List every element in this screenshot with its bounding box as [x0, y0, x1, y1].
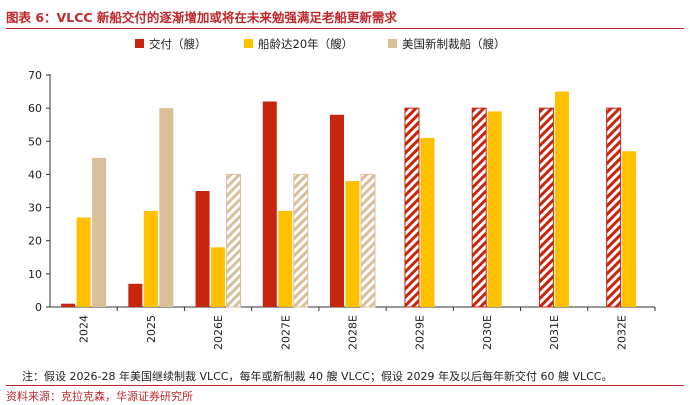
x-tick-label: 2029E [414, 315, 427, 350]
bar-0-2027E [262, 101, 277, 307]
y-tick-label: 20 [28, 235, 42, 248]
x-tick-label: 2028E [347, 315, 360, 350]
x-tick-label: 2032E [615, 315, 628, 350]
footer-divider [6, 385, 684, 386]
bar-1-2032E [622, 151, 637, 307]
y-tick-label: 10 [28, 268, 42, 281]
x-axis-labels: 2024 2025 2026E 2027E 2028E 2029E 2030E 2031E 20… [78, 315, 629, 350]
bar-1-2027E [278, 210, 293, 307]
bar-0-2028E [330, 114, 344, 308]
bar-1-2029E [420, 137, 435, 307]
x-tick-label: 2031E [548, 315, 561, 350]
bar-1-2031E [554, 91, 569, 307]
y-tick-label: 60 [28, 102, 42, 115]
x-tick-label: 2030E [481, 315, 494, 350]
y-tick-label: 50 [28, 135, 42, 148]
bar-2-2024 [92, 157, 107, 307]
bar-1-2024 [76, 217, 91, 307]
x-tick-label: 2024 [78, 315, 91, 343]
chart-title: 图表 6：VLCC 新船交付的逐渐增加或将在未来勉强满足老船更新需求 [6, 10, 397, 25]
bar-1-2030E [487, 111, 502, 307]
bar-1-2028E [345, 181, 360, 307]
y-tick-label: 40 [28, 168, 42, 181]
bar-2-2028E [360, 173, 376, 308]
data-source: 资料来源：克拉克森，华源证券研究所 [6, 390, 193, 403]
chart-note: 注：假设 2026-28 年美国继续制裁 VLCC，每年或新制裁 40 艘 VL… [22, 370, 613, 383]
bar-1-2026E [211, 247, 226, 307]
bar-0-2031E [538, 107, 554, 308]
bar-0-2029E [404, 107, 420, 308]
bar-chart: 交付（艘） 船龄达20年（艘） 美国新制裁船（艘） 010203040506070 … [28, 37, 656, 350]
chart-bars [61, 91, 637, 308]
x-tick-label: 2025 [145, 315, 158, 343]
legend-label-0: 交付（艘） [149, 37, 207, 51]
bar-0-2024 [61, 303, 76, 307]
chart-legend: 交付（艘） 船龄达20年（艘） 美国新制裁船（艘） [135, 37, 506, 51]
legend-swatch-0 [135, 39, 144, 48]
y-tick-label: 30 [28, 202, 42, 215]
bar-0-2032E [606, 107, 622, 308]
y-tick-label: 0 [35, 301, 42, 314]
bar-0-2030E [471, 107, 487, 308]
bar-1-2025 [143, 210, 158, 307]
y-tick-label: 70 [28, 69, 42, 82]
legend-label-1: 船龄达20年（艘） [258, 37, 353, 51]
bar-0-2025 [128, 283, 143, 307]
bar-2-2025 [159, 108, 174, 308]
legend-swatch-2 [388, 39, 397, 48]
bar-0-2026E [195, 191, 210, 307]
bar-2-2027E [293, 173, 309, 308]
x-tick-label: 2027E [279, 315, 292, 350]
bar-2-2026E [226, 173, 242, 308]
legend-label-2: 美国新制裁船（艘） [402, 37, 506, 51]
x-tick-label: 2026E [212, 315, 225, 350]
title-divider [6, 28, 684, 29]
legend-swatch-1 [244, 39, 253, 48]
